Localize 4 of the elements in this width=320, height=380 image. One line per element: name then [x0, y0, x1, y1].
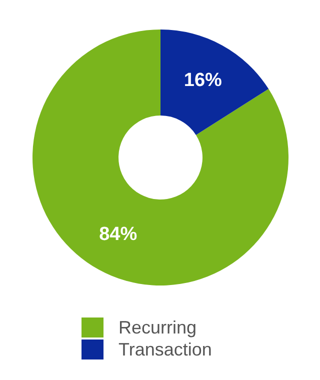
data-label: 16%: [184, 70, 222, 91]
legend-label: Recurring: [118, 318, 197, 338]
data-label: 84%: [99, 224, 138, 246]
legend-label: Transaction: [118, 340, 212, 360]
